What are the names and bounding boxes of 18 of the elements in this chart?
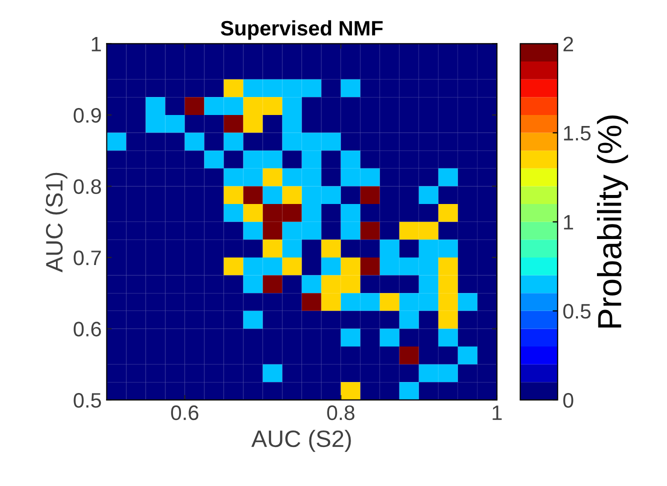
chart-title: Supervised NMF <box>220 20 383 40</box>
color-bar-title: Probability (%) <box>596 116 628 328</box>
color-bar-label: 2 <box>564 36 574 52</box>
y-tick-label: 0.7 <box>74 250 101 266</box>
x-tick-label: 0.8 <box>327 405 354 420</box>
y-tick-label: 0.9 <box>74 108 101 123</box>
y-tick-label: 0.6 <box>74 322 101 336</box>
x-tick-label: 1 <box>492 406 502 420</box>
y-tick-label: 1 <box>92 36 101 52</box>
x-axis-title: AUC (S2) <box>251 430 351 452</box>
color-bar-label: 1.5 <box>564 126 591 141</box>
x-tick-label: 0.6 <box>171 405 198 420</box>
color-bar-label: 0.5 <box>563 304 591 319</box>
y-tick-label: 0.8 <box>74 179 101 194</box>
color-bar-label: 1 <box>564 215 574 230</box>
y-axis-title: AUC (S1) <box>45 172 68 272</box>
color-bar-label: 0 <box>563 392 574 408</box>
y-tick-label: 0.5 <box>74 392 101 408</box>
